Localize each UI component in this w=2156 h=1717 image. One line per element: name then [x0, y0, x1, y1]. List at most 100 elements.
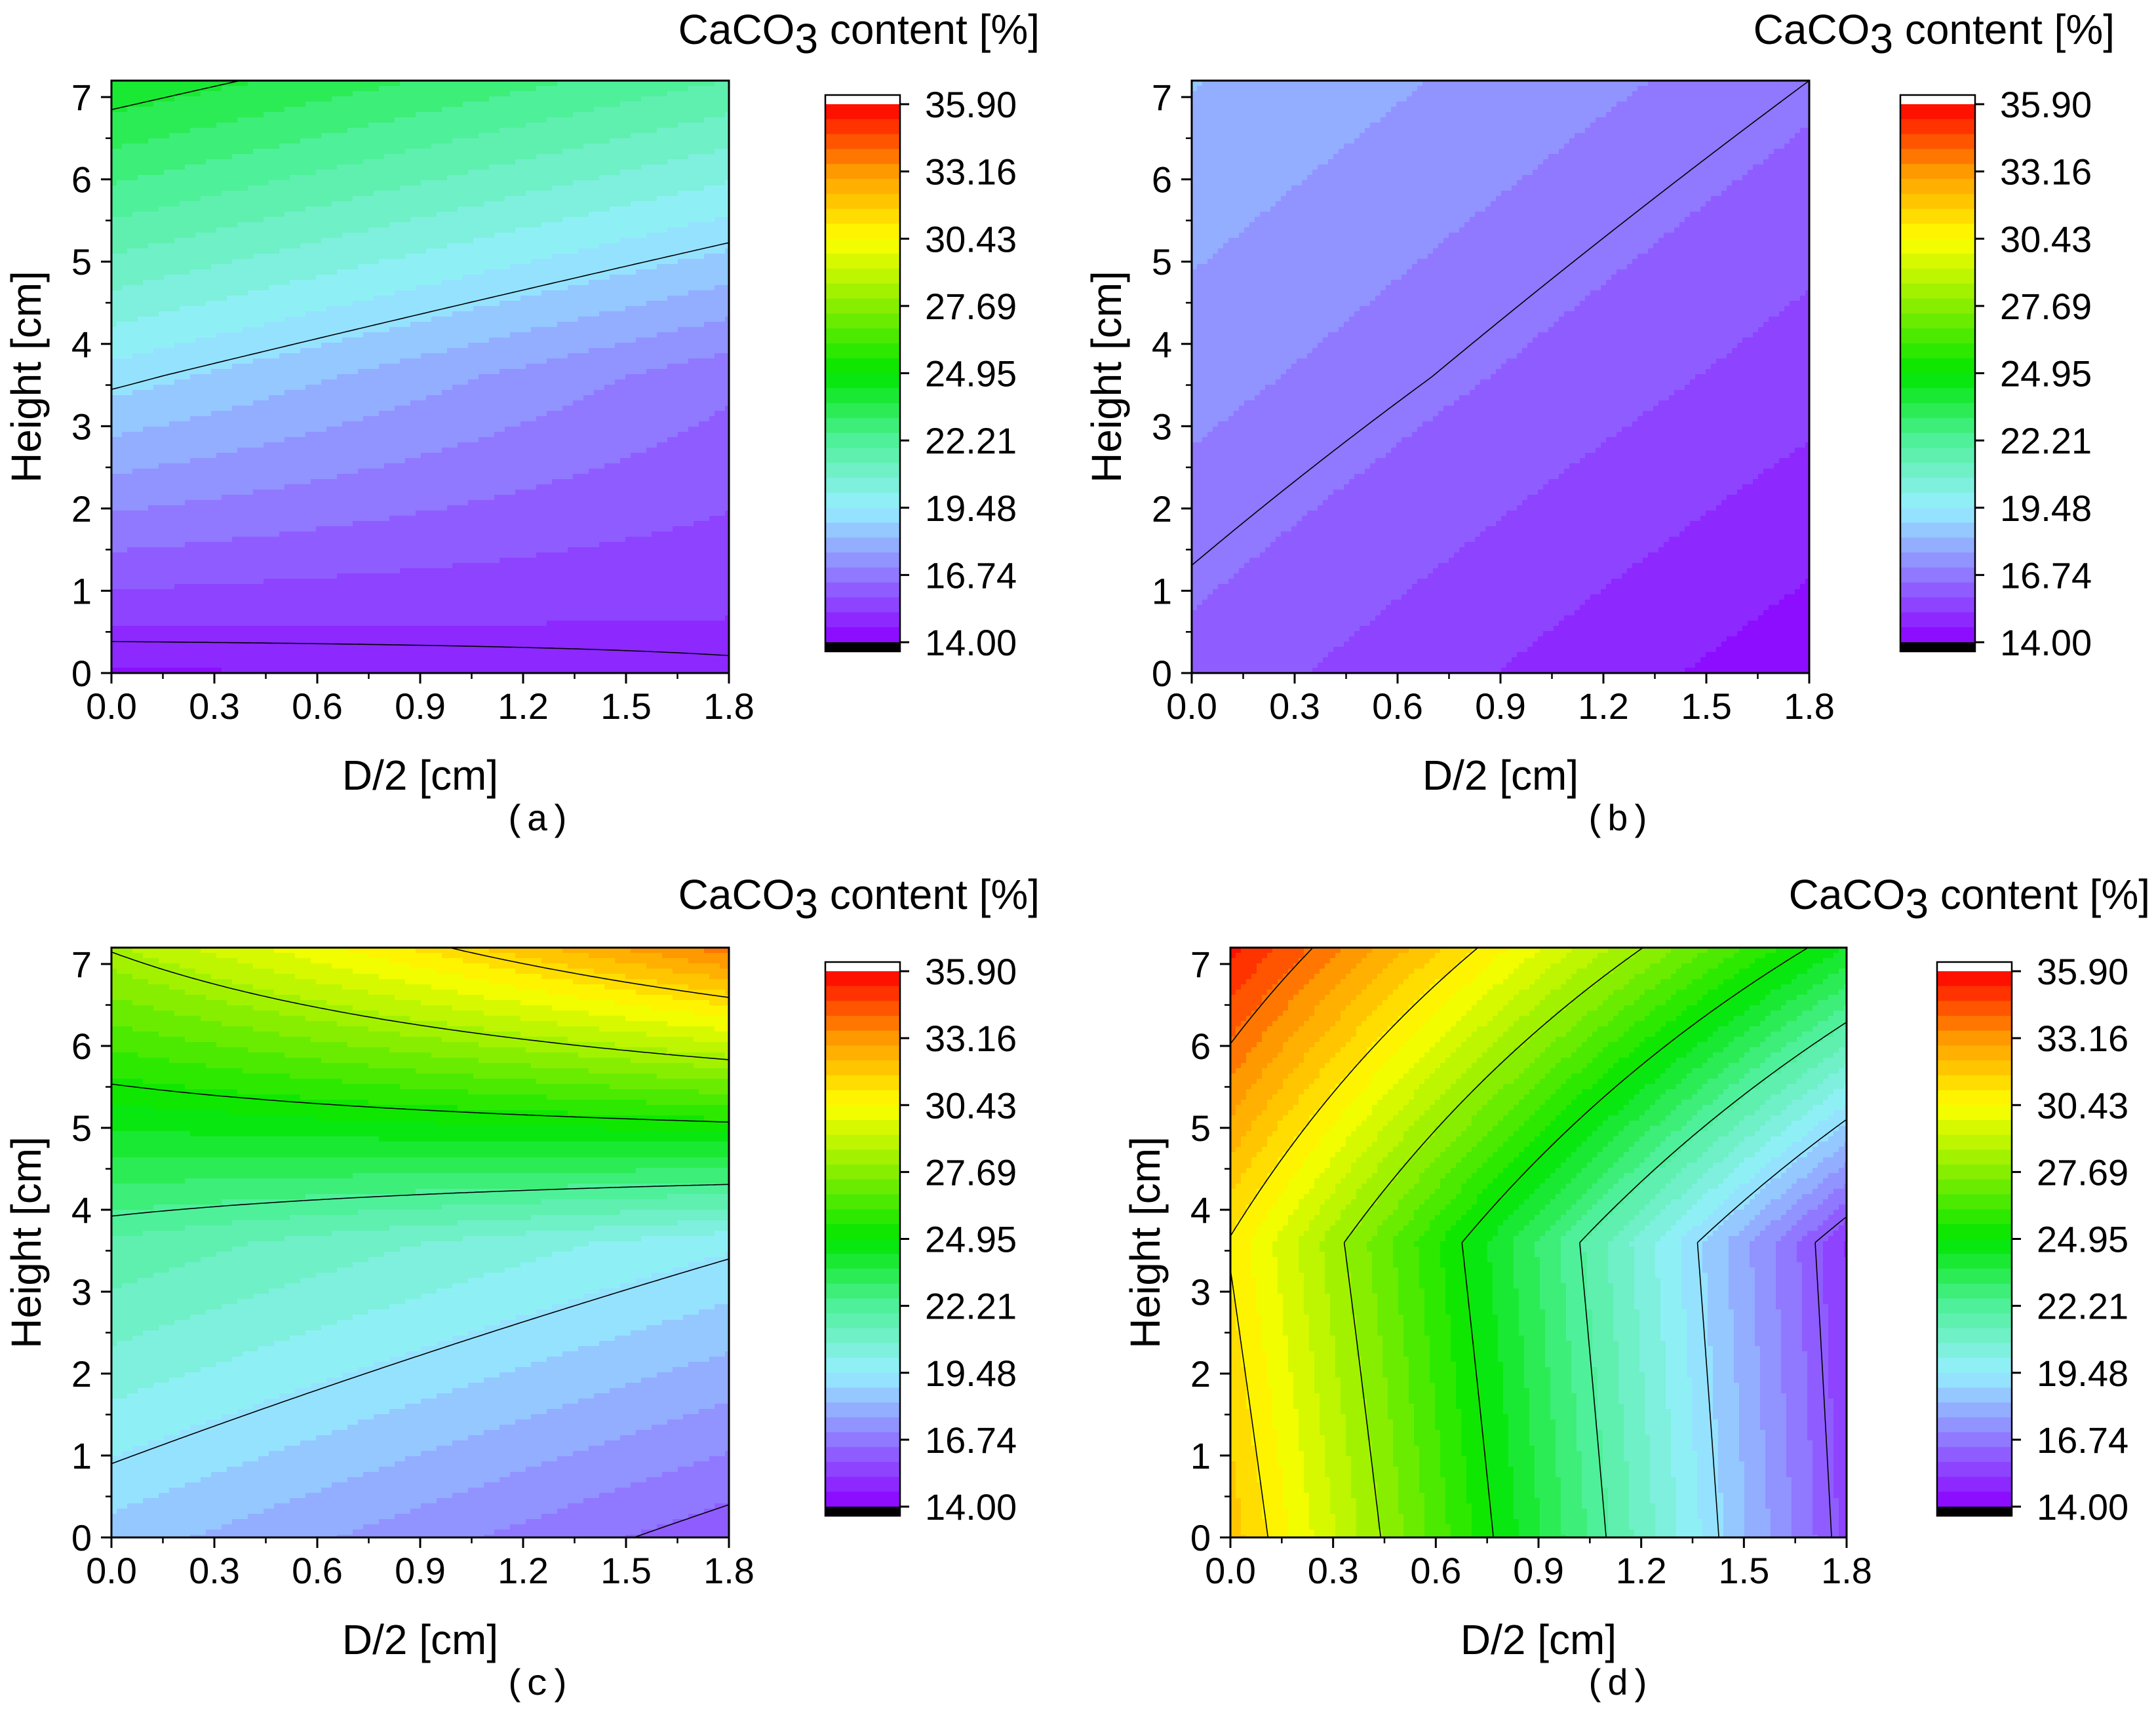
colorbar-under-swatch — [825, 1507, 900, 1516]
colorbar-band — [1937, 1461, 2012, 1478]
colorbar-title-suffix: content [%] — [818, 871, 1040, 918]
contour-fill — [1230, 948, 1847, 1537]
colorbar: 35.90 33.16 30.43 27.69 24.95 22.21 19.48 16.74… — [824, 84, 1017, 663]
colorbar-band — [1900, 597, 1975, 613]
y-tick-label: 4 — [71, 1189, 92, 1231]
colorbar-tick-label: 14.00 — [925, 1486, 1017, 1528]
x-tick-label: 1.2 — [498, 1550, 549, 1591]
colorbar-tick-label: 30.43 — [925, 218, 1017, 260]
colorbar-band — [1937, 1165, 2012, 1180]
y-tick-label: 2 — [71, 488, 92, 530]
x-tick-label: 1.8 — [1784, 685, 1835, 727]
colorbar-band — [825, 358, 900, 374]
colorbar-over-swatch — [1900, 95, 1975, 104]
colorbar-band — [825, 567, 900, 583]
colorbar-band — [1900, 298, 1975, 314]
colorbar-band — [1900, 223, 1975, 239]
colorbar-band — [1900, 208, 1975, 225]
colorbar-band — [1900, 507, 1975, 524]
x-tick-label: 0.3 — [189, 1550, 240, 1591]
colorbar-band — [825, 1016, 900, 1032]
colorbar-band — [825, 328, 900, 344]
colorbar-tick-label: 27.69 — [2000, 286, 2092, 327]
colorbar-band — [1937, 1016, 2012, 1032]
x-tick-label: 0.0 — [86, 685, 137, 727]
contour-line — [1814, 1216, 1847, 1537]
colorbar-band — [1937, 1239, 2012, 1254]
colorbar-tick-label: 19.48 — [2037, 1353, 2128, 1394]
colorbar-band — [1937, 1402, 2012, 1418]
colorbar-band — [825, 1461, 900, 1478]
colorbar-band — [1900, 119, 1975, 135]
colorbar-tick-label: 19.48 — [2000, 488, 2092, 529]
colorbar-band — [1937, 1194, 2012, 1210]
colorbar-band — [825, 1417, 900, 1433]
panel-label: (d) — [1585, 1664, 1651, 1706]
y-tick-label: 7 — [71, 944, 92, 985]
colorbar-band — [1937, 1090, 2012, 1106]
contour-line — [1461, 948, 1809, 1537]
x-tick-label: 0.9 — [395, 1550, 446, 1591]
colorbar-band — [1937, 1149, 2012, 1165]
contour-lines — [111, 81, 729, 657]
colorbar-band — [825, 582, 900, 598]
colorbar-band — [1937, 1447, 2012, 1463]
x-tick-label: 1.2 — [498, 685, 549, 727]
colorbar-band — [825, 1075, 900, 1091]
colorbar-band — [825, 313, 900, 329]
colorbar-band — [825, 1179, 900, 1195]
colorbar-band — [825, 254, 900, 269]
colorbar-band — [1937, 1045, 2012, 1061]
y-tick-label: 3 — [71, 1271, 92, 1313]
colorbar-under-swatch — [825, 642, 900, 651]
colorbar-band — [825, 193, 900, 210]
colorbar-title-prefix: CaCO — [1789, 871, 1906, 918]
colorbar-band — [825, 522, 900, 538]
colorbar-tick-label: 27.69 — [925, 286, 1017, 327]
colorbar-band — [1937, 1030, 2012, 1047]
colorbar-band — [825, 149, 900, 164]
x-tick-label: 1.2 — [1578, 685, 1629, 727]
colorbar-band — [1900, 193, 1975, 210]
colorbar-band — [1937, 1432, 2012, 1448]
y-tick-label: 5 — [1190, 1108, 1211, 1149]
y-tick-label: 0 — [1152, 653, 1172, 694]
colorbar-band — [825, 986, 900, 1001]
colorbar-title-prefix: CaCO — [1754, 6, 1870, 53]
colorbar-band — [1900, 552, 1975, 568]
contour-line — [111, 951, 729, 1060]
colorbar-over-swatch — [825, 962, 900, 971]
colorbar-band — [1937, 1001, 2012, 1016]
x-axis-title: D/2 [cm] — [342, 752, 498, 799]
colorbar-band — [1900, 373, 1975, 389]
colorbar-band — [1937, 1328, 2012, 1343]
y-tick-label: 2 — [1190, 1353, 1211, 1395]
colorbar-title: CaCO3 content [%] — [678, 6, 1040, 62]
colorbar-tick-label: 30.43 — [2037, 1085, 2128, 1126]
colorbar-band — [825, 179, 900, 195]
y-tick-label: 4 — [1152, 324, 1172, 365]
y-tick-label: 7 — [1190, 944, 1211, 985]
contour-line — [1230, 948, 1479, 1537]
colorbar-band — [825, 463, 900, 478]
colorbar-title-prefix: CaCO — [678, 6, 795, 53]
panel-c: 0.0 0.3 0.6 0.9 1.2 1.5 1.8 0 1 2 3 4 5 6 7 D/2 [cm] Hei… — [3, 871, 1040, 1706]
colorbar-band — [1900, 104, 1975, 120]
colorbar-band — [825, 1268, 900, 1284]
colorbar-tick-label: 16.74 — [2000, 554, 2092, 596]
colorbar-band — [1937, 1417, 2012, 1433]
colorbar-tick-label: 35.90 — [2037, 951, 2128, 992]
colorbar-band — [825, 1387, 900, 1403]
y-axis-title: Height [cm] — [3, 1136, 50, 1349]
colorbar-band — [825, 1105, 900, 1121]
y-tick-label: 1 — [71, 570, 92, 611]
colorbar-tick-label: 22.21 — [2037, 1286, 2128, 1327]
y-axis-title: Height [cm] — [1083, 271, 1130, 483]
colorbar-band — [825, 1165, 900, 1180]
y-axis-title: Height [cm] — [1122, 1136, 1169, 1349]
colorbar-band — [1937, 1343, 2012, 1359]
colorbar-band — [1900, 403, 1975, 419]
x-tick-label: 0.6 — [292, 685, 343, 727]
colorbar-band — [825, 1402, 900, 1418]
colorbar-band — [825, 1224, 900, 1240]
